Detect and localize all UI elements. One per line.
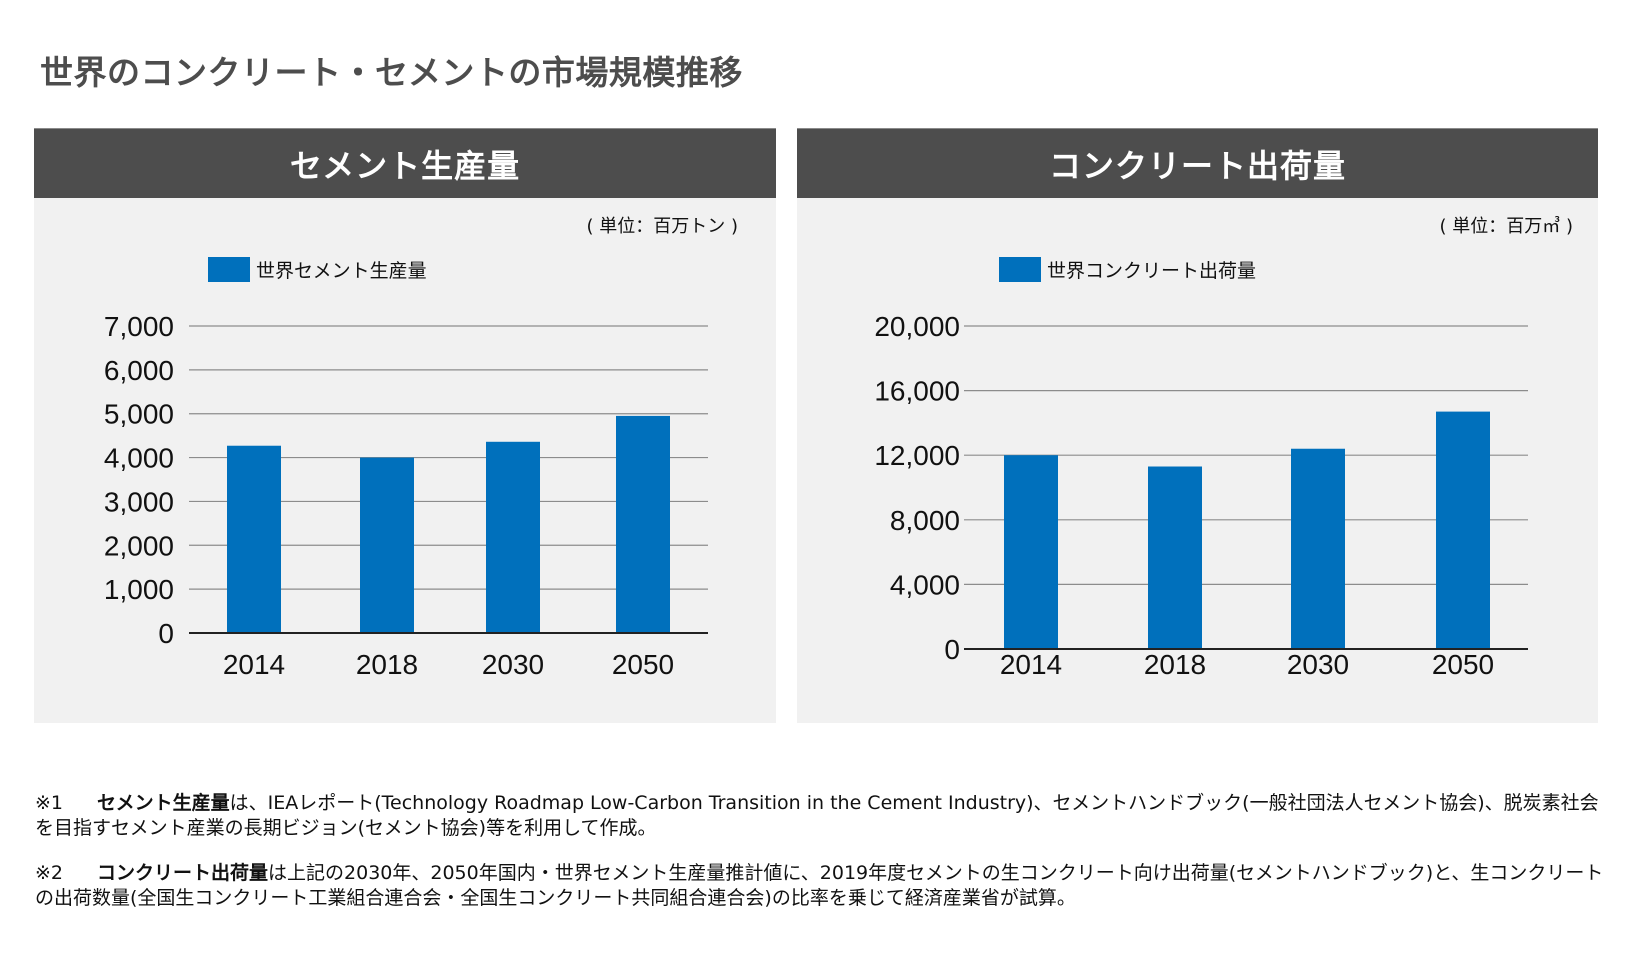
legend-label: 世界コンクリート出荷量 <box>1047 260 1257 282</box>
bar-2014 <box>1004 455 1058 649</box>
y-tick-label: 6,000 <box>104 355 174 386</box>
y-tick-label: 5,000 <box>104 399 174 430</box>
y-tick-label: 8,000 <box>890 505 960 536</box>
cement-panel: セメント生産量 ( 単位：百万トン ) 世界セメント生産量 0 1,000 2,00… <box>34 128 776 723</box>
y-tick-label: 2,000 <box>104 530 174 561</box>
y-tick-label: 12,000 <box>874 440 960 471</box>
bar-2050 <box>1436 411 1490 649</box>
footnote-mark: ※2 <box>35 862 64 884</box>
y-tick-label: 3,000 <box>104 486 174 517</box>
y-tick-label: 0 <box>158 618 174 649</box>
cement-bar-chart: 0 1,000 2,000 3,000 4,000 5,000 6,000 7,000 2014… <box>104 311 708 680</box>
bar-2014 <box>227 445 281 633</box>
concrete-bar-chart: 0 4,000 8,000 12,000 16,000 20,000 2014 2018 203… <box>874 311 1528 680</box>
x-tick-label: 2050 <box>1432 649 1494 680</box>
y-tick-label: 7,000 <box>104 311 174 342</box>
y-tick-label: 20,000 <box>874 311 960 342</box>
x-tick-label: 2050 <box>612 649 674 680</box>
legend-swatch <box>999 257 1041 282</box>
x-tick-label: 2030 <box>482 649 544 680</box>
y-tick-label: 16,000 <box>874 376 960 407</box>
bar-2018 <box>360 457 414 633</box>
x-tick-label: 2014 <box>223 649 285 680</box>
bar-2018 <box>1148 466 1202 649</box>
cement-unit-label: ( 単位：百万トン ) <box>586 216 739 237</box>
y-tick-label: 4,000 <box>890 569 960 600</box>
footnotes: ※1 セメント生産量は、IEAレポート(Technology Roadmap Lo… <box>35 791 1615 931</box>
y-tick-label: 0 <box>944 634 960 665</box>
x-tick-label: 2018 <box>1144 649 1206 680</box>
cement-panel-title: セメント生産量 <box>34 128 776 198</box>
footnote-2: ※2 コンクリート出荷量は上記の2030年、2050年国内・世界セメント生産量推計… <box>35 861 1615 911</box>
concrete-panel-title: コンクリート出荷量 <box>797 128 1598 198</box>
footnote-1: ※1 セメント生産量は、IEAレポート(Technology Roadmap Lo… <box>35 791 1615 841</box>
bar-2030 <box>486 441 540 633</box>
legend-swatch <box>208 257 250 282</box>
page-title: 世界のコンクリート・セメントの市場規模推移 <box>40 53 743 92</box>
concrete-panel: コンクリート出荷量 ( 単位：百万㎥ ) 世界コンクリート出荷量 0 4,000 8… <box>797 128 1598 723</box>
y-tick-label: 1,000 <box>104 574 174 605</box>
cement-legend: 世界セメント生産量 <box>208 256 427 283</box>
y-tick-label: 4,000 <box>104 443 174 474</box>
footnote-mark: ※1 <box>35 792 64 814</box>
footnote-term: コンクリート出荷量 <box>97 862 269 884</box>
footnote-term: セメント生産量 <box>97 792 230 814</box>
x-tick-label: 2014 <box>1000 649 1062 680</box>
bar-2030 <box>1291 448 1345 649</box>
concrete-unit-label: ( 単位：百万㎥ ) <box>1439 216 1574 237</box>
x-tick-label: 2018 <box>356 649 418 680</box>
footnote-text: は、IEAレポート(Technology Roadmap Low-Carbon … <box>35 792 1599 839</box>
footnote-text: は上記の2030年、2050年国内・世界セメント生産量推計値に、2019年度セメ… <box>35 862 1604 909</box>
bar-2050 <box>616 415 670 633</box>
legend-label: 世界セメント生産量 <box>256 260 427 282</box>
x-tick-label: 2030 <box>1287 649 1349 680</box>
concrete-legend: 世界コンクリート出荷量 <box>999 256 1256 283</box>
